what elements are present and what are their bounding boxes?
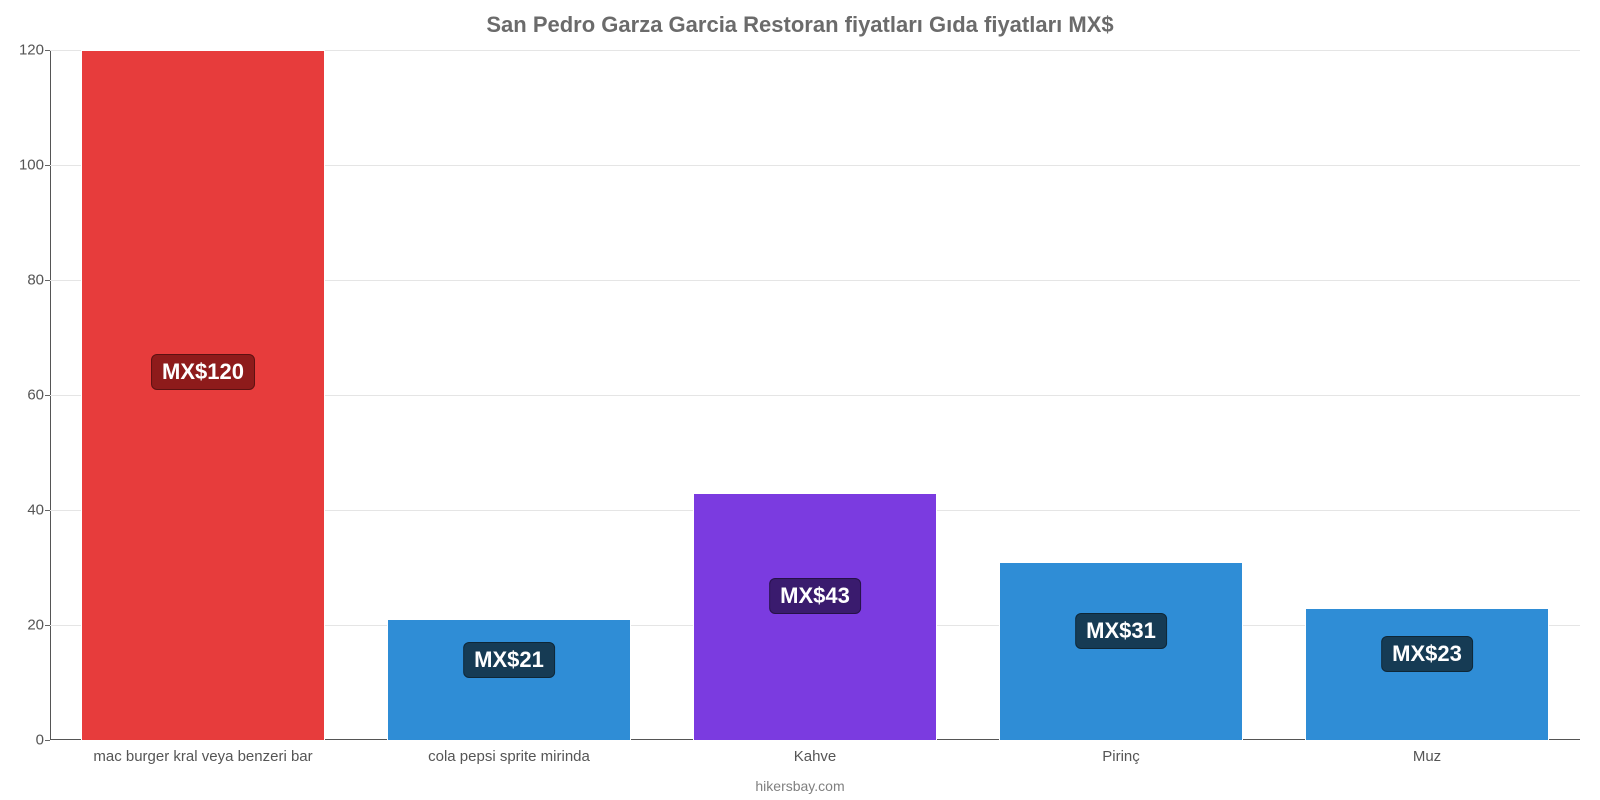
value-badge: MX$23 [1381,636,1473,672]
y-tick-label: 120 [19,42,50,59]
bar [999,562,1244,740]
chart-credit: hikersbay.com [0,778,1600,794]
y-tick-label: 80 [27,272,50,289]
x-category-label: Kahve [794,740,837,765]
y-tick-label: 20 [27,617,50,634]
chart-title: San Pedro Garza Garcia Restoran fiyatlar… [0,12,1600,38]
x-category-label: Muz [1413,740,1441,765]
bar [693,493,938,740]
price-bar-chart: San Pedro Garza Garcia Restoran fiyatlar… [0,0,1600,800]
y-tick-label: 100 [19,157,50,174]
plot-area: 020406080100120MX$120mac burger kral vey… [50,50,1580,740]
bar [387,619,632,740]
value-badge: MX$43 [769,578,861,614]
value-badge: MX$120 [151,354,255,390]
x-category-label: mac burger kral veya benzeri bar [93,740,312,765]
bar [81,50,326,740]
x-category-label: cola pepsi sprite mirinda [428,740,590,765]
x-category-label: Pirinç [1102,740,1140,765]
y-tick-label: 0 [36,732,50,749]
value-badge: MX$21 [463,642,555,678]
value-badge: MX$31 [1075,613,1167,649]
y-tick-label: 60 [27,387,50,404]
y-tick-label: 40 [27,502,50,519]
bar [1305,608,1550,740]
